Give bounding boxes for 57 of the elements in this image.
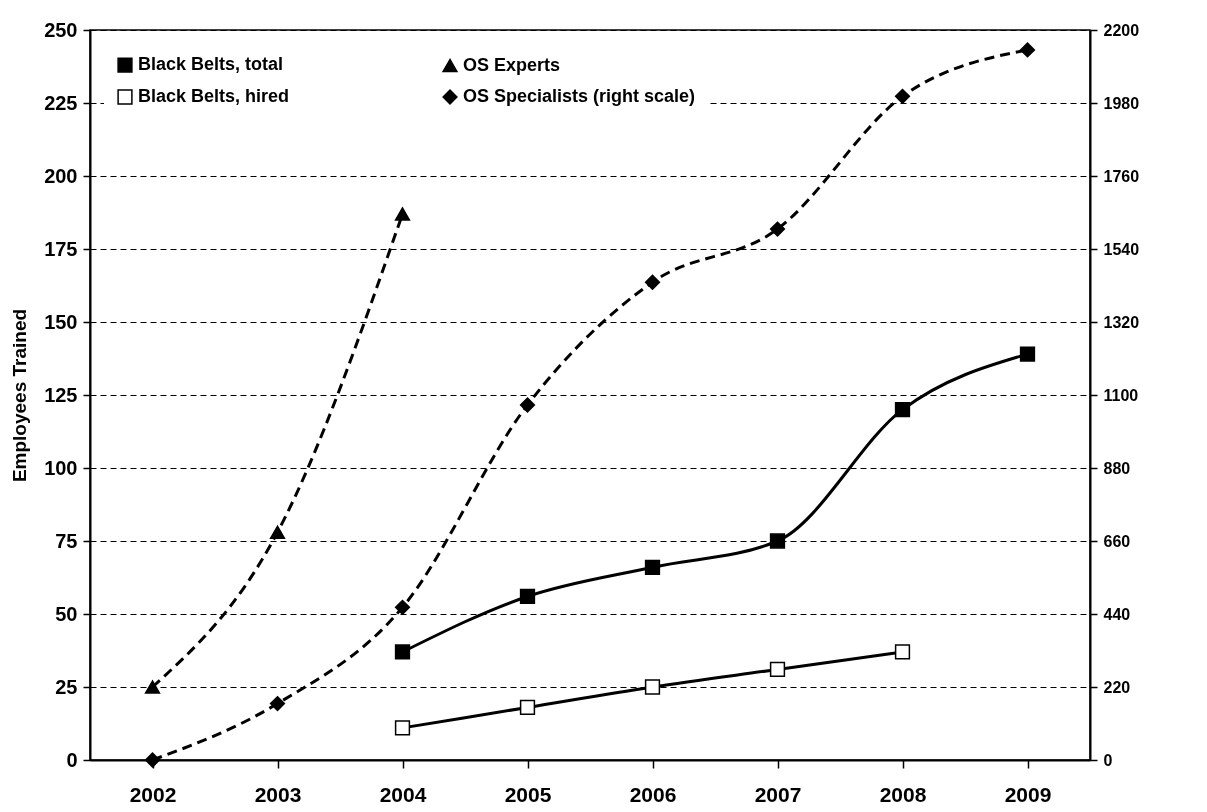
- point: [394, 644, 411, 660]
- point: [644, 679, 661, 695]
- x-tick-label: 2006: [629, 782, 677, 806]
- point: [894, 401, 911, 418]
- point: [644, 559, 661, 575]
- point: [769, 533, 786, 549]
- y-tick-label: 100: [44, 456, 78, 479]
- point: [519, 699, 536, 716]
- y-tick-label: 75: [55, 529, 78, 552]
- x-tick-label: 2004: [379, 782, 427, 806]
- y-tick-label: 0: [66, 748, 78, 771]
- point: [269, 525, 286, 539]
- legend-label: OS Specialists (right scale): [463, 86, 696, 106]
- point: [1019, 346, 1036, 362]
- y2-tick-label: 660: [1103, 532, 1131, 550]
- y-tick-label: 225: [44, 91, 78, 114]
- y-tick-label: 150: [44, 310, 78, 333]
- point: [394, 207, 411, 221]
- point: [269, 695, 286, 712]
- y-tick-label: 50: [55, 602, 78, 625]
- legend-label: Black Belts, total: [138, 54, 284, 75]
- point: [394, 720, 411, 736]
- y2-tick-label: 1320: [1103, 313, 1140, 331]
- x-tick-label: 2005: [504, 782, 552, 806]
- x-tick-label: 2003: [254, 782, 302, 806]
- point: [894, 644, 911, 660]
- point: [769, 661, 786, 678]
- y2-tick-label: 1100: [1103, 386, 1139, 404]
- y2-tick-label: 220: [1103, 678, 1131, 696]
- point: [644, 274, 661, 290]
- y-tick-label: 175: [44, 237, 78, 260]
- y2-tick-label: 2200: [1103, 21, 1140, 39]
- y-tick-label: 200: [44, 164, 78, 187]
- point: [144, 752, 161, 768]
- y2-tick-label: 880: [1103, 459, 1131, 477]
- point: [394, 599, 411, 616]
- legend-label: Black Belts, hired: [138, 86, 290, 106]
- point: [894, 88, 911, 105]
- y-tick-label: 125: [44, 383, 78, 406]
- x-tick-label: 2002: [129, 782, 177, 806]
- y-axis-title: Employees Trained: [9, 308, 31, 483]
- x-tick-label: 2008: [879, 782, 927, 806]
- y2-tick-label: 0: [1103, 751, 1113, 769]
- point: [1019, 42, 1036, 58]
- y-tick-label: 25: [55, 675, 78, 698]
- point: [144, 680, 161, 694]
- y2-tick-label: 1760: [1103, 167, 1140, 185]
- y2-tick-label: 1980: [1103, 94, 1140, 112]
- point: [769, 221, 786, 237]
- x-tick-label: 2009: [1004, 782, 1052, 806]
- point: [519, 588, 536, 605]
- x-tick-label: 2007: [754, 782, 802, 806]
- point: [519, 397, 536, 413]
- legend-label: OS Experts: [463, 54, 561, 75]
- y2-tick-label: 1540: [1103, 240, 1140, 258]
- y2-tick-label: 440: [1103, 605, 1131, 623]
- y-tick-label: 250: [44, 18, 78, 41]
